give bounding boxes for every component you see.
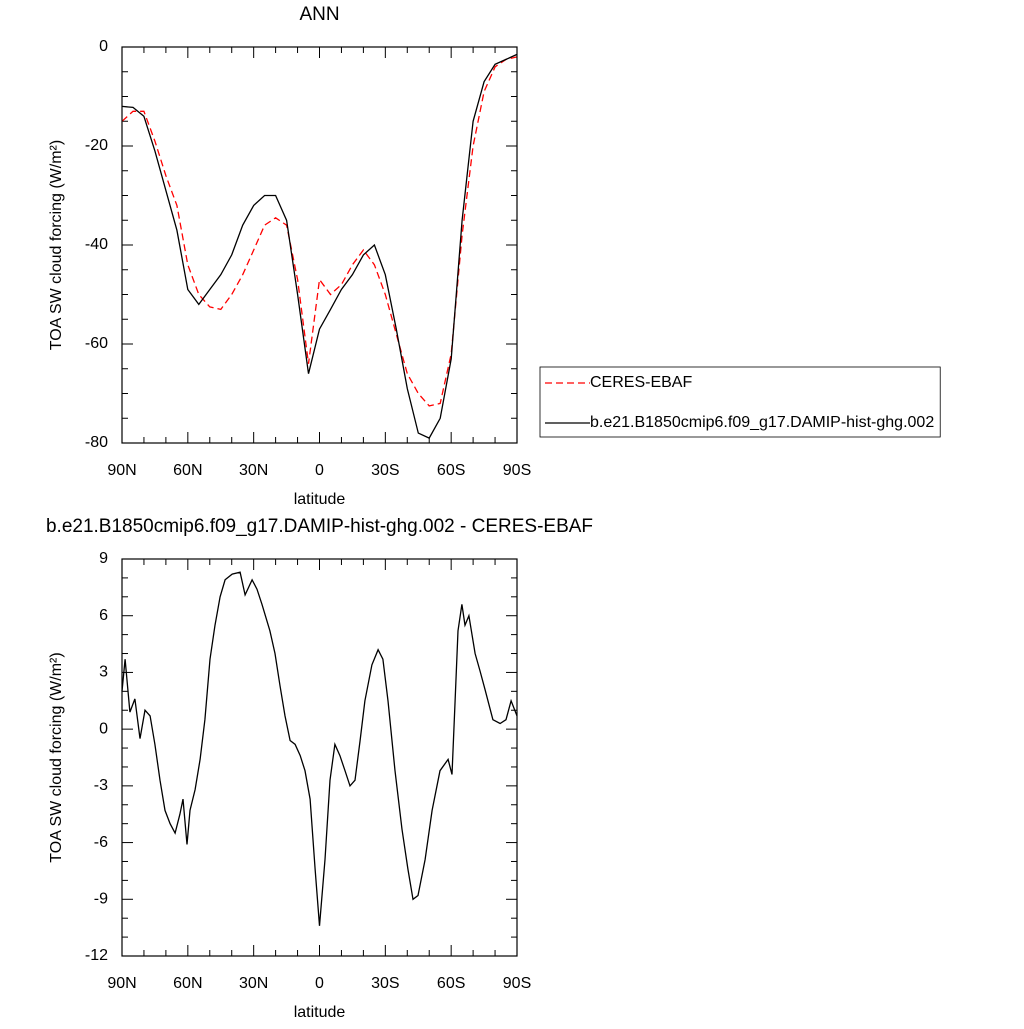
x-tick-label: 90N: [107, 462, 136, 479]
y-tick-label: -60: [85, 335, 108, 352]
data-line: [121, 53, 518, 439]
y-tick-label: 9: [99, 550, 108, 567]
y-tick-label: -9: [94, 891, 108, 908]
y-tick-label: -6: [94, 834, 108, 851]
x-tick-label: 30S: [371, 975, 399, 992]
y-tick-label: -3: [94, 777, 108, 794]
x-axis-label: latitude: [294, 491, 346, 508]
x-tick-label: 90N: [107, 975, 136, 992]
y-tick-label: -12: [85, 947, 108, 964]
y-tick-label: -80: [85, 434, 108, 451]
x-tick-label: 90S: [503, 975, 531, 992]
x-tick-label: 0: [315, 975, 324, 992]
y-tick-label: -20: [85, 137, 108, 154]
x-tick-label: 60N: [173, 975, 202, 992]
x-tick-label: 60S: [437, 975, 465, 992]
y-tick-label: 3: [99, 664, 108, 681]
plot-frame: [121, 46, 518, 444]
data-line: [121, 571, 518, 926]
x-tick-label: 90S: [503, 462, 531, 479]
x-tick-label: 30N: [239, 462, 268, 479]
y-tick-label: 0: [99, 720, 108, 737]
x-tick-label: 30N: [239, 975, 268, 992]
y-tick-label: 6: [99, 607, 108, 624]
chart-title: b.e21.B1850cmip6.f09_g17.DAMIP-hist-ghg.…: [46, 516, 593, 537]
y-tick-label: -40: [85, 236, 108, 253]
x-axis-label: latitude: [294, 1004, 346, 1021]
y-tick-label: 0: [99, 38, 108, 55]
legend-label: CERES-EBAF: [590, 374, 692, 391]
legend: CERES-EBAF b.e21.B1850cmip6.f09_g17.DAMIP…: [539, 366, 941, 438]
data-line: [121, 56, 518, 407]
x-tick-label: 60N: [173, 462, 202, 479]
plot-frame: [121, 558, 518, 957]
legend-box: [539, 366, 941, 438]
y-axis-label: TOA SW cloud forcing (W/m²): [48, 652, 65, 862]
x-tick-label: 0: [315, 462, 324, 479]
chart-title: ANN: [299, 4, 339, 25]
x-tick-label: 30S: [371, 462, 399, 479]
y-axis-label: TOA SW cloud forcing (W/m²): [48, 140, 65, 350]
legend-label: b.e21.B1850cmip6.f09_g17.DAMIP-hist-ghg.…: [590, 414, 934, 431]
x-tick-label: 60S: [437, 462, 465, 479]
